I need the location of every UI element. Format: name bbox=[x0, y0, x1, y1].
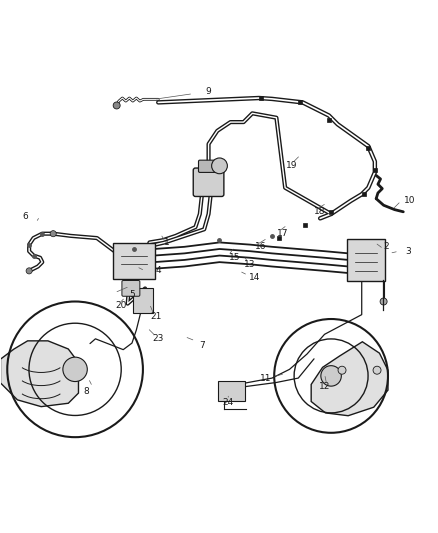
Text: 11: 11 bbox=[259, 374, 271, 383]
Text: 12: 12 bbox=[318, 382, 329, 391]
Text: 24: 24 bbox=[222, 398, 233, 407]
Text: 17: 17 bbox=[276, 229, 288, 238]
Circle shape bbox=[113, 102, 120, 109]
Text: 2: 2 bbox=[382, 243, 388, 251]
Text: 4: 4 bbox=[155, 266, 161, 276]
Text: 19: 19 bbox=[285, 161, 297, 171]
Text: 23: 23 bbox=[152, 334, 163, 343]
Text: 7: 7 bbox=[199, 341, 205, 350]
Polygon shape bbox=[311, 342, 387, 416]
Circle shape bbox=[337, 366, 345, 374]
Text: 10: 10 bbox=[403, 196, 415, 205]
Text: 8: 8 bbox=[83, 387, 89, 395]
Circle shape bbox=[320, 366, 341, 386]
Circle shape bbox=[379, 298, 386, 305]
Circle shape bbox=[26, 268, 32, 274]
Circle shape bbox=[63, 357, 87, 382]
FancyBboxPatch shape bbox=[133, 287, 152, 313]
Polygon shape bbox=[0, 341, 78, 407]
Text: 14: 14 bbox=[248, 273, 260, 282]
Text: 13: 13 bbox=[244, 260, 255, 269]
Circle shape bbox=[50, 231, 56, 237]
FancyBboxPatch shape bbox=[218, 381, 244, 401]
Circle shape bbox=[372, 366, 380, 374]
Text: 3: 3 bbox=[404, 247, 410, 256]
FancyBboxPatch shape bbox=[346, 239, 384, 281]
Text: 6: 6 bbox=[22, 212, 28, 221]
FancyBboxPatch shape bbox=[193, 168, 223, 197]
Text: 5: 5 bbox=[129, 290, 134, 300]
Text: 21: 21 bbox=[150, 312, 161, 321]
Text: 15: 15 bbox=[229, 253, 240, 262]
Text: 20: 20 bbox=[115, 301, 127, 310]
FancyBboxPatch shape bbox=[113, 243, 155, 279]
FancyBboxPatch shape bbox=[198, 160, 218, 172]
FancyBboxPatch shape bbox=[122, 280, 140, 296]
Circle shape bbox=[211, 158, 227, 174]
Text: 18: 18 bbox=[314, 207, 325, 216]
Text: 9: 9 bbox=[205, 87, 211, 96]
Text: 1: 1 bbox=[164, 238, 170, 247]
Text: 16: 16 bbox=[255, 243, 266, 251]
